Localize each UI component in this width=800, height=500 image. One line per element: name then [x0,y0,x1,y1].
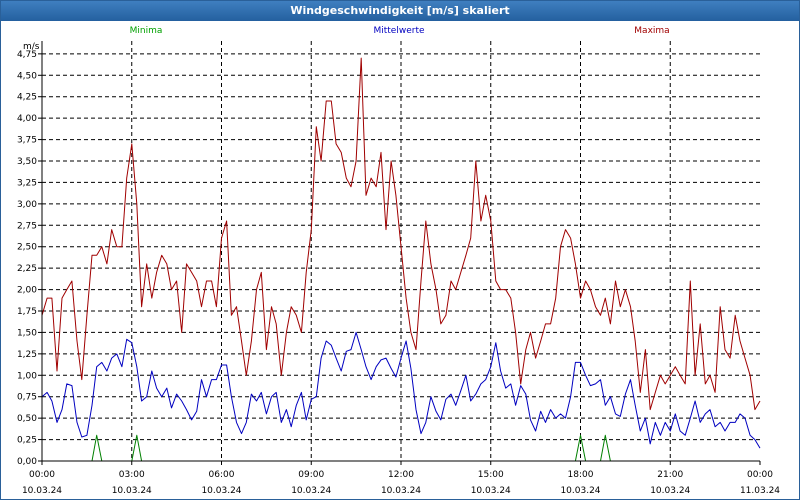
y-axis-unit-label: m/s [23,42,40,52]
y-tick-label: 2,25 [17,264,37,274]
y-tick-label: 1,25 [17,350,37,360]
x-tick-date-label: 10.03.24 [650,486,690,496]
x-tick-date-label: 10.03.24 [291,486,331,496]
x-tick-date-label: 10.03.24 [471,486,511,496]
x-tick-time-label: 18:00 [568,470,594,480]
x-tick-date-label: 10.03.24 [112,486,152,496]
y-tick-label: 3,25 [17,178,37,188]
maxima-line [41,57,761,411]
y-tick-label: 3,50 [17,157,37,167]
y-tick-label: 0,75 [17,393,37,403]
y-tick-label: 1,00 [17,371,37,381]
x-axis-ticks: 00:00 10.03.24 03:00 10.03.24 06:00 10.03.24 0… [22,461,780,496]
y-tick-label: 3,00 [17,200,37,210]
y-axis-ticks: 0,00 0,25 0,50 0,75 1,00 1,25 1,50 1,75 2,00 2,25… [17,50,42,467]
y-tick-label: 3,75 [17,136,37,146]
x-tick-time-label: 15:00 [478,470,504,480]
x-tick-date-label: 10.03.24 [201,486,241,496]
y-tick-label: 0,25 [17,436,37,446]
x-tick-time-label: 00:00 [747,470,773,480]
window-title: Windgeschwindigkeit [m/s] skaliert [1,1,799,21]
y-tick-label: 4,00 [17,114,37,124]
chart-area: 0,00 0,25 0,50 0,75 1,00 1,25 1,50 1,75 2,00 2,25… [17,26,780,496]
x-tick-time-label: 09:00 [298,470,324,480]
x-tick-time-label: 21:00 [657,470,683,480]
legend-minima: Minima [130,26,163,36]
x-tick-time-label: 06:00 [209,470,235,480]
y-tick-label: 0,50 [17,414,37,424]
y-tick-label: 4,25 [17,93,37,103]
legend-mittelwerte: Mittelwerte [373,26,424,36]
y-tick-label: 1,75 [17,307,37,317]
x-tick-time-label: 00:00 [29,470,55,480]
x-tick-time-label: 12:00 [388,470,414,480]
x-tick-date-label: 10.03.24 [381,486,421,496]
mittelwerte-line [41,331,761,449]
y-tick-label: 1,50 [17,328,37,338]
x-tick-date-label: 11.03.24 [740,486,780,496]
y-tick-label: 2,00 [17,286,37,296]
x-tick-date-label: 10.03.24 [22,486,62,496]
legend-maxima: Maxima [634,26,669,36]
y-tick-label: 2,75 [17,221,37,231]
y-tick-label: 4,75 [17,50,37,60]
y-tick-label: 4,50 [17,71,37,81]
x-tick-time-label: 03:00 [119,470,145,480]
y-tick-label: 0,00 [17,457,37,467]
y-tick-label: 2,50 [17,243,37,253]
x-tick-date-label: 10.03.24 [560,486,600,496]
